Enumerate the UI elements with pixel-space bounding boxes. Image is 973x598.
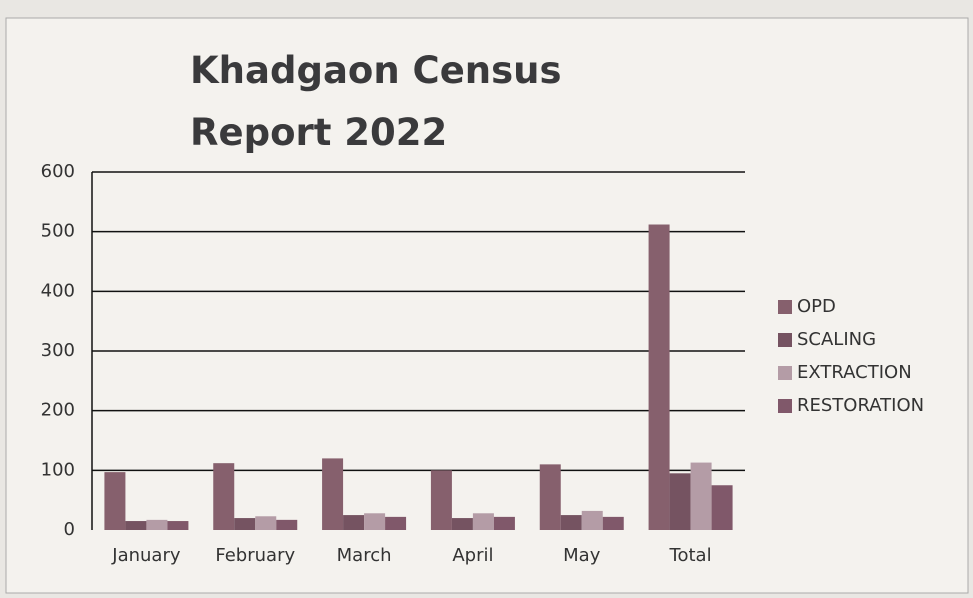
legend-label: SCALING — [797, 329, 876, 350]
bar — [167, 521, 189, 530]
bar — [451, 518, 473, 530]
y-tick-label: 100 — [41, 459, 75, 480]
bar — [690, 462, 712, 530]
legend-swatch — [778, 333, 792, 347]
bar — [364, 513, 386, 530]
bar — [213, 463, 235, 530]
y-tick-label: 600 — [41, 161, 75, 182]
y-tick-label: 300 — [41, 340, 75, 361]
legend-swatch — [778, 366, 792, 380]
bar — [430, 470, 452, 530]
x-tick-label: January — [111, 545, 181, 566]
x-tick-label: March — [337, 545, 392, 566]
x-tick-label: April — [452, 545, 493, 566]
bar — [493, 516, 515, 530]
y-tick-label: 200 — [41, 400, 75, 421]
y-tick-label: 500 — [41, 221, 75, 242]
bar — [539, 464, 561, 530]
bar — [322, 458, 344, 530]
bar — [146, 519, 168, 530]
bar — [104, 472, 126, 530]
bar — [560, 515, 582, 530]
bar — [669, 473, 691, 530]
bar — [472, 513, 494, 530]
chart-frame — [5, 17, 969, 594]
legend-label: EXTRACTION — [797, 362, 912, 383]
bar — [125, 521, 147, 530]
chart-title: Khadgaon Census Report 2022 — [190, 49, 562, 154]
bar — [234, 518, 256, 530]
bar — [711, 485, 733, 530]
legend-label: RESTORATION — [797, 395, 924, 416]
legend-label: OPD — [797, 296, 836, 317]
x-tick-label: May — [563, 545, 601, 566]
y-tick-label: 0 — [64, 519, 75, 540]
legend-swatch — [778, 300, 792, 314]
bar — [602, 516, 624, 530]
x-tick-label: Total — [669, 545, 712, 566]
bar — [276, 519, 298, 530]
legend-swatch — [778, 399, 792, 413]
bar — [385, 516, 407, 530]
bar — [581, 510, 603, 530]
bar — [648, 224, 670, 531]
x-tick-label: February — [215, 545, 295, 566]
bar — [343, 515, 365, 530]
y-tick-label: 400 — [41, 280, 75, 301]
bar — [255, 516, 277, 530]
